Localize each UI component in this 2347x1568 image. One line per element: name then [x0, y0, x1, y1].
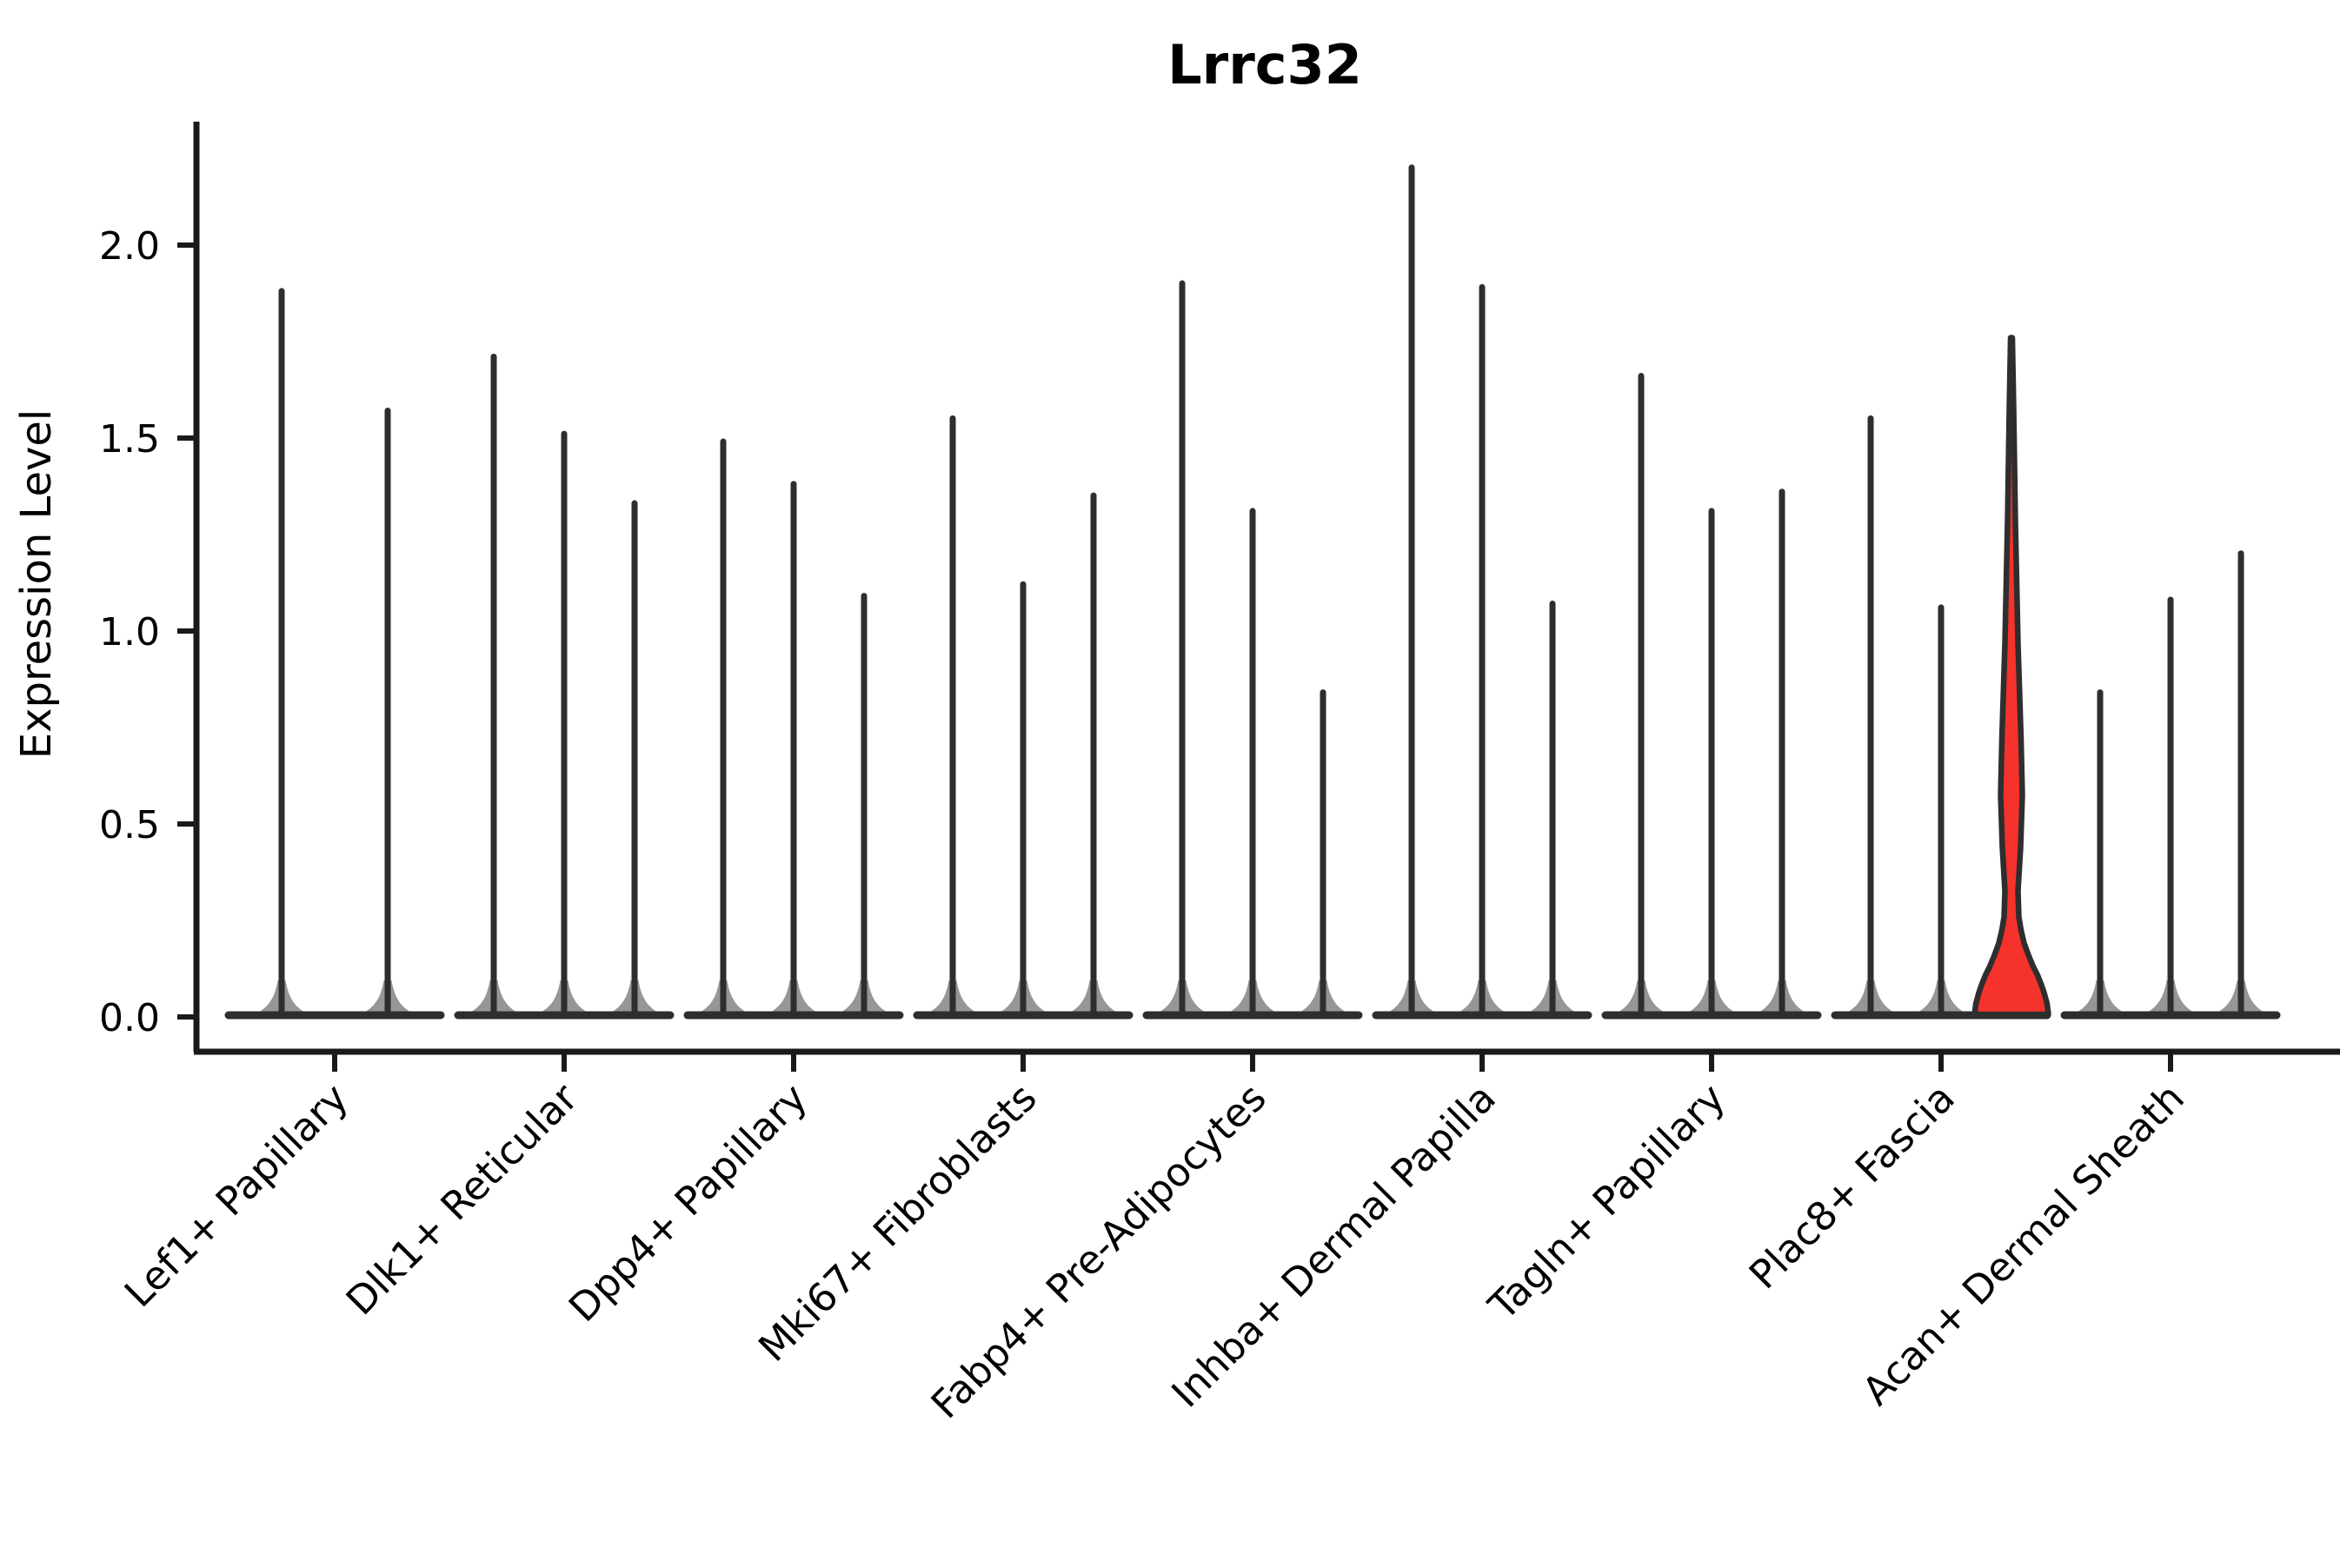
y-axis-label: Expression Level [12, 409, 61, 760]
y-tick-label: 1.0 [99, 610, 160, 654]
y-tick-label: 0.5 [99, 803, 160, 847]
y-tick-label: 0.0 [99, 996, 160, 1040]
y-tick-label: 1.5 [99, 417, 160, 462]
y-tick-label: 2.0 [99, 224, 160, 269]
violin-highlighted [1971, 335, 2051, 1018]
chart-title: Lrrc32 [1167, 33, 1362, 96]
